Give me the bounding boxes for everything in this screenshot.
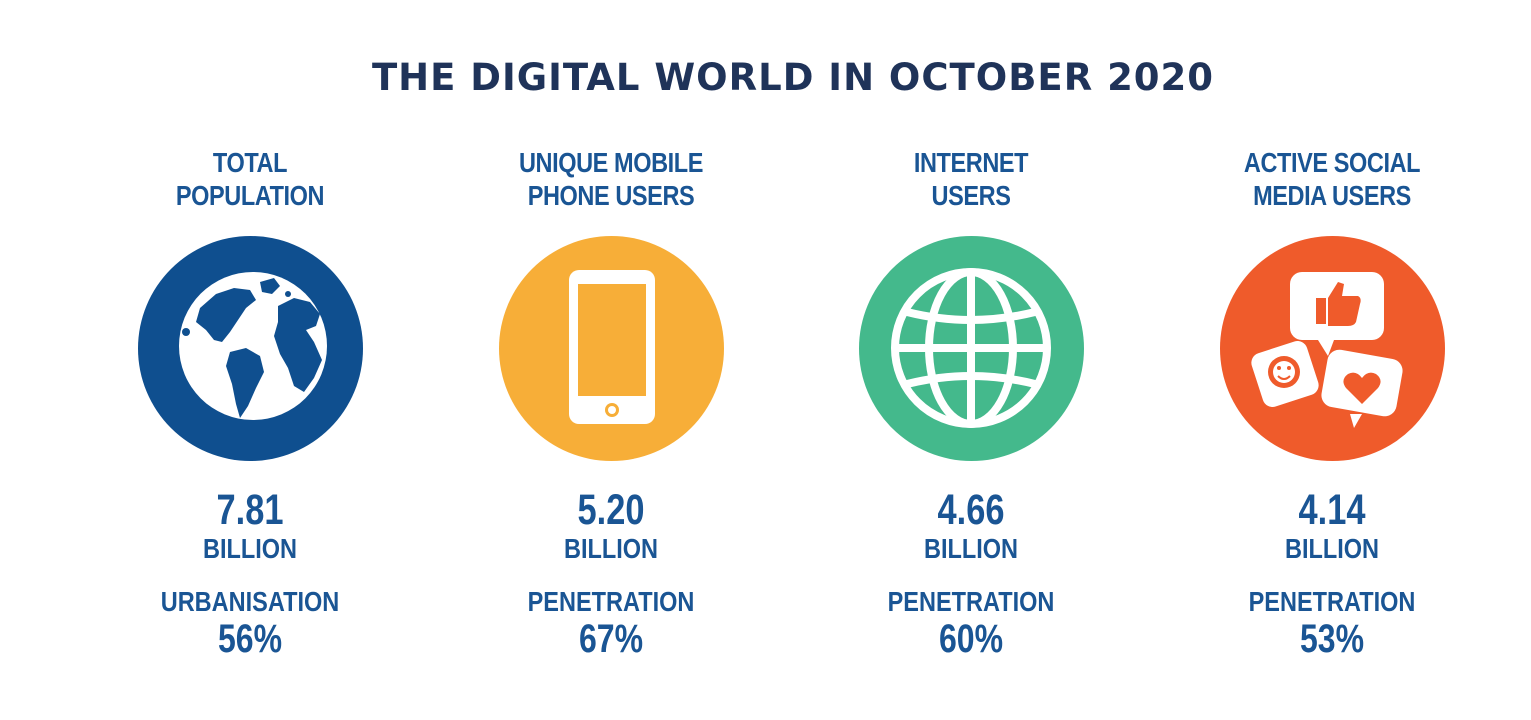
stat-label-line1: TOTAL: [212, 147, 288, 178]
stat-unit: BILLION: [923, 533, 1019, 564]
stat-label-line1: UNIQUE MOBILE: [518, 147, 704, 178]
stat-label-line1: ACTIVE SOCIAL: [1243, 147, 1421, 178]
mobile-phone-icon: [569, 270, 655, 424]
stat-unit: BILLION: [563, 533, 659, 564]
stat-sublabel: PENETRATION: [887, 586, 1055, 617]
stat-value: 4.14: [1298, 486, 1366, 534]
stat-value: 5.20: [577, 486, 645, 534]
stat-mobile-phone-users: UNIQUE MOBILE PHONE USERS 5.20 BILLION P…: [451, 0, 771, 720]
stat-label: UNIQUE MOBILE PHONE USERS: [477, 146, 746, 212]
stat-label-line1: INTERNET: [913, 147, 1029, 178]
stat-unit: BILLION: [1284, 533, 1380, 564]
stat-label-line2: POPULATION: [175, 180, 325, 211]
stat-total-population: TOTAL POPULATION 7.81 BILLION URBANISATI…: [90, 0, 410, 720]
globe-earth-icon: [179, 272, 327, 420]
stat-value: 4.66: [937, 486, 1005, 534]
stat-label: INTERNET USERS: [837, 146, 1106, 212]
thumbs-up-bubble-icon: [1290, 272, 1384, 356]
stat-unit: BILLION: [202, 533, 298, 564]
mobile-circle: [499, 236, 724, 461]
page-title: THE DIGITAL WORLD IN OCTOBER 2020: [371, 56, 1215, 99]
stat-label: ACTIVE SOCIAL MEDIA USERS: [1198, 146, 1467, 212]
social-media-icon: [1251, 272, 1403, 428]
stat-social-media-users: ACTIVE SOCIAL MEDIA USERS: [1172, 0, 1492, 720]
heart-bubble-icon: [1321, 349, 1403, 428]
stat-label: TOTAL POPULATION: [116, 146, 385, 212]
social-circle: [1220, 236, 1445, 461]
stat-label-line2: MEDIA USERS: [1253, 180, 1411, 211]
population-circle: [138, 236, 363, 461]
stat-subvalue: 53%: [1299, 617, 1365, 661]
stat-sublabel: PENETRATION: [527, 586, 695, 617]
emoji-bubble-icon: [1251, 341, 1319, 407]
stat-label-line2: USERS: [931, 180, 1011, 211]
stat-subvalue: 60%: [938, 617, 1004, 661]
stat-sublabel: URBANISATION: [160, 586, 340, 617]
stat-sublabel: PENETRATION: [1248, 586, 1416, 617]
stat-internet-users: INTERNET USERS 4.66 BILLION PENETRATION …: [811, 0, 1131, 720]
stat-label-line2: PHONE USERS: [527, 180, 695, 211]
internet-circle: [859, 236, 1084, 461]
internet-globe-icon: [891, 268, 1051, 428]
stat-value: 7.81: [216, 486, 284, 534]
stat-subvalue: 56%: [217, 617, 283, 661]
stat-subvalue: 67%: [578, 617, 644, 661]
